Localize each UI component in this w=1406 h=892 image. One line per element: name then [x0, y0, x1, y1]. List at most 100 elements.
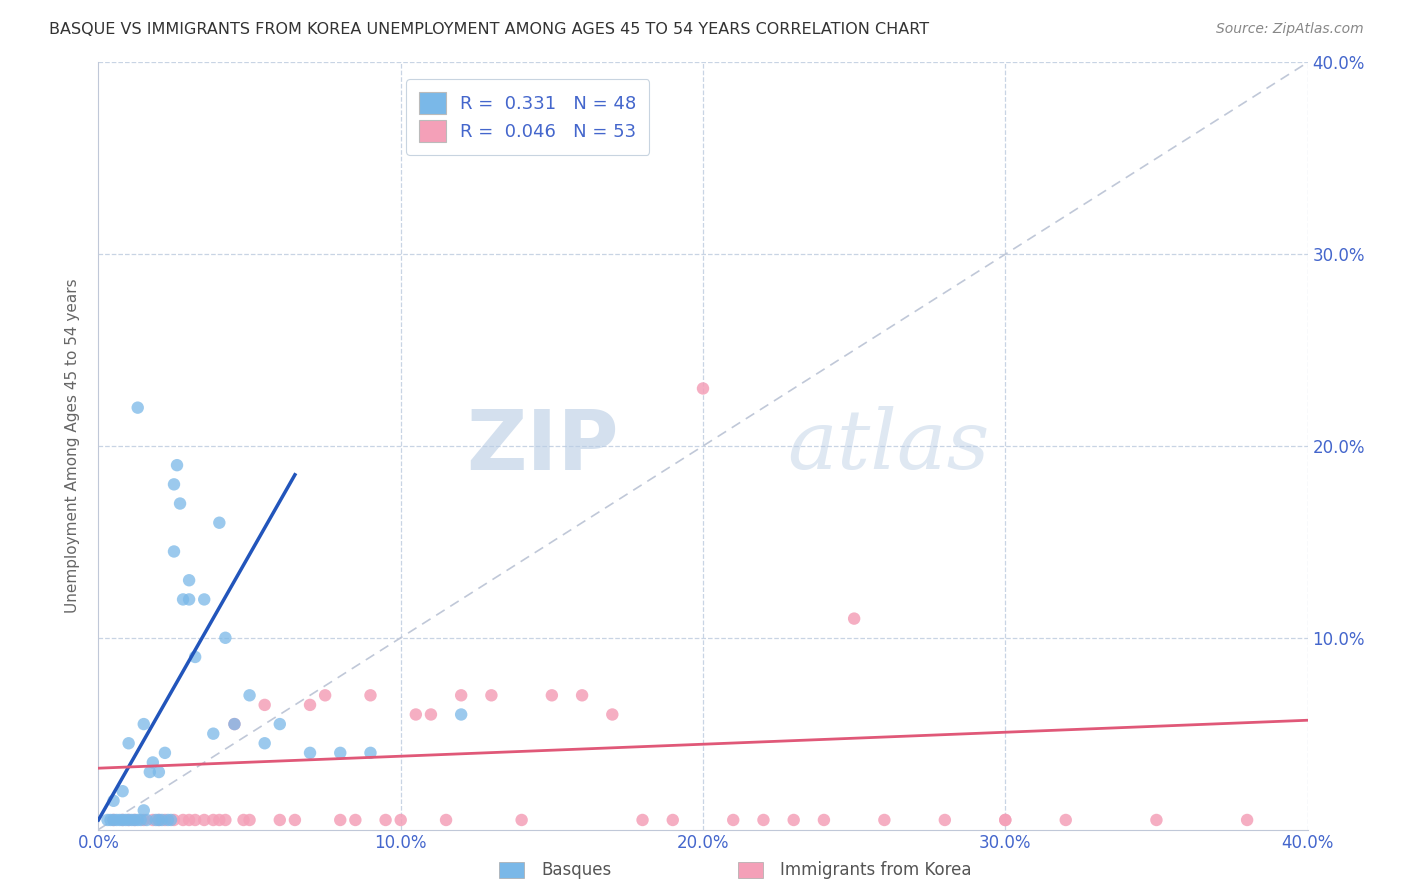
Point: [450, 707, 472, 722]
Point: [360, 746, 382, 760]
Point: [118, 813, 141, 827]
Point: [148, 813, 170, 827]
Point: [389, 813, 412, 827]
Point: [179, 574, 201, 588]
Point: [127, 401, 149, 415]
Point: [132, 804, 155, 818]
Point: [360, 689, 382, 703]
Point: [184, 813, 207, 827]
Point: [420, 707, 443, 722]
Point: [103, 794, 125, 808]
Point: [329, 813, 352, 827]
Point: [813, 813, 835, 827]
Point: [202, 726, 225, 740]
Point: [103, 813, 125, 827]
Point: [253, 698, 276, 712]
Point: [193, 592, 215, 607]
Point: [783, 813, 806, 827]
Point: [329, 746, 352, 760]
Point: [374, 813, 396, 827]
Point: [114, 813, 136, 827]
Point: [844, 612, 866, 626]
Point: [148, 813, 170, 827]
Point: [169, 496, 191, 510]
Point: [510, 813, 533, 827]
Point: [118, 736, 141, 750]
Point: [156, 813, 179, 827]
Point: [184, 649, 207, 664]
Point: [1144, 813, 1167, 827]
Text: Source: ZipAtlas.com: Source: ZipAtlas.com: [1216, 22, 1364, 37]
Point: [142, 813, 165, 827]
Point: [153, 746, 176, 760]
Point: [602, 707, 624, 722]
Point: [111, 784, 134, 798]
Point: [148, 765, 170, 780]
Point: [1054, 813, 1077, 827]
Point: [127, 813, 149, 827]
Point: [202, 813, 225, 827]
Y-axis label: Unemployment Among Ages 45 to 54 years: Unemployment Among Ages 45 to 54 years: [65, 278, 80, 614]
Point: [121, 813, 143, 827]
Point: [214, 631, 236, 645]
Point: [994, 813, 1017, 827]
Point: [269, 717, 291, 731]
Point: [723, 813, 745, 827]
Point: [163, 544, 186, 558]
Point: [450, 689, 472, 703]
Point: [284, 813, 307, 827]
Point: [571, 689, 593, 703]
Point: [108, 813, 131, 827]
Point: [269, 813, 291, 827]
Point: [172, 813, 194, 827]
Point: [934, 813, 956, 827]
Legend: R =  0.331   N = 48, R =  0.046   N = 53: R = 0.331 N = 48, R = 0.046 N = 53: [406, 79, 650, 155]
Point: [253, 736, 276, 750]
Text: ZIP: ZIP: [465, 406, 619, 486]
Point: [434, 813, 457, 827]
Point: [100, 813, 122, 827]
Point: [132, 813, 155, 827]
Point: [994, 813, 1017, 827]
Point: [405, 707, 427, 722]
Point: [299, 746, 322, 760]
Point: [692, 382, 714, 396]
Point: [214, 813, 236, 827]
Point: [1236, 813, 1258, 827]
Point: [145, 813, 167, 827]
Point: [344, 813, 367, 827]
Point: [873, 813, 896, 827]
Point: [124, 813, 146, 827]
Point: [314, 689, 336, 703]
Point: [124, 813, 146, 827]
Point: [96, 813, 118, 827]
Text: BASQUE VS IMMIGRANTS FROM KOREA UNEMPLOYMENT AMONG AGES 45 TO 54 YEARS CORRELATI: BASQUE VS IMMIGRANTS FROM KOREA UNEMPLOY…: [49, 22, 929, 37]
Point: [150, 813, 173, 827]
Point: [239, 689, 262, 703]
Point: [179, 592, 201, 607]
Point: [163, 813, 186, 827]
Point: [132, 717, 155, 731]
Point: [540, 689, 562, 703]
Point: [661, 813, 683, 827]
Text: Basques: Basques: [541, 861, 612, 879]
Point: [752, 813, 775, 827]
Point: [208, 813, 231, 827]
Point: [118, 813, 141, 827]
Point: [105, 813, 128, 827]
Point: [224, 717, 246, 731]
Point: [111, 813, 134, 827]
Point: [239, 813, 262, 827]
Point: [153, 813, 176, 827]
Point: [179, 813, 201, 827]
Point: [481, 689, 503, 703]
Text: Immigrants from Korea: Immigrants from Korea: [780, 861, 972, 879]
Point: [129, 813, 152, 827]
Point: [232, 813, 254, 827]
Point: [142, 756, 165, 770]
Point: [299, 698, 322, 712]
Point: [103, 813, 125, 827]
Point: [163, 477, 186, 491]
Point: [193, 813, 215, 827]
Point: [172, 592, 194, 607]
